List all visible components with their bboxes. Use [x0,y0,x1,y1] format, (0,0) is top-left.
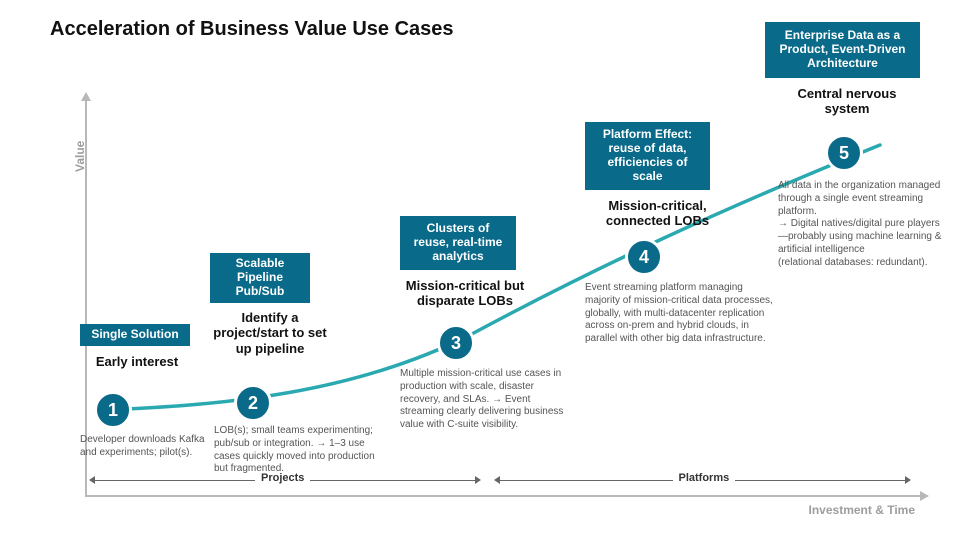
stage-subtitle-1: Early interest [92,354,182,369]
stage-subtitle-2: Identify a project/start to set up pipel… [210,310,330,356]
stage-desc-2: LOB(s); small teams experimenting; pub/s… [214,425,389,476]
stage-box-4: Platform Effect: reuse of data, efficien… [585,122,710,190]
stage-subtitle-3: Mission-critical but disparate LOBs [390,278,540,309]
stage-desc-5: All data in the organization managed thr… [778,180,943,270]
stage-desc-4: Event streaming platform managing majori… [585,282,775,346]
stage-marker-5: 5 [825,134,863,172]
stage-box-5: Enterprise Data as a Product, Event-Driv… [765,22,920,78]
stage-marker-1: 1 [94,391,132,429]
stage-subtitle-4: Mission-critical, connected LOBs [585,198,730,229]
chart-canvas: Acceleration of Business Value Use Cases… [0,0,960,540]
stage-box-1: Single Solution [80,324,190,346]
stage-marker-4: 4 [625,238,663,276]
stage-box-2: Scalable Pipeline Pub/Sub [210,253,310,303]
stage-desc-1: Developer downloads Kafka and experiment… [80,434,220,460]
stage-box-3: Clusters of reuse, real-time analytics [400,216,516,270]
stage-marker-3: 3 [437,324,475,362]
stage-marker-2: 2 [234,384,272,422]
stage-desc-3: Multiple mission-critical use cases in p… [400,368,575,432]
stage-subtitle-5: Central nervous system [782,86,912,117]
